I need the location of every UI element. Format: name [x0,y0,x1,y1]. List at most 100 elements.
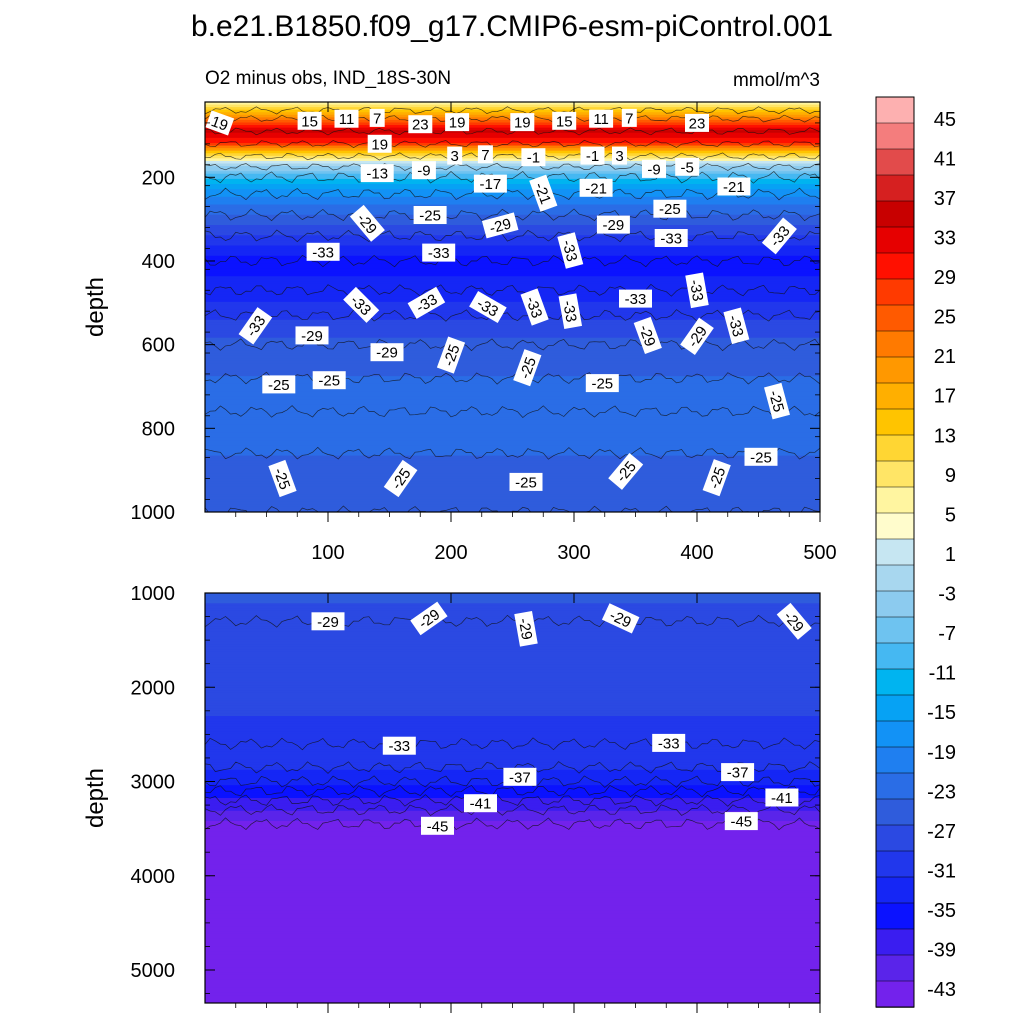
lower-field-strip [205,869,820,873]
upper-field-strip [205,368,820,372]
lower-field-strip [205,836,820,840]
colorbar-label: -7 [938,623,956,645]
upper-contour-label-text: -21 [585,180,607,197]
upper-contour-label-box [557,232,584,269]
upper-contour-label-box [558,293,583,330]
lower-field-strip [205,900,820,904]
colorbar-label: -11 [929,663,956,685]
upper-field-strip [205,171,820,175]
lower-contour-labels: -29 -29 -29 -29 -29-33 -33-37 -37-41 -41-45 -45 [311,601,812,835]
upper-field-strip [205,237,820,241]
colorbar-label: 1 [945,544,956,566]
upper-contour-label-text: -25 [270,466,293,492]
lower-contour-label-text: -33 [658,735,680,752]
colorbar-swatch [875,564,915,592]
upper-contour-label-box [529,174,558,212]
lower-field-strip [205,621,820,625]
upper-field-strip [205,166,820,170]
upper-contour-label-text: -25 [318,373,340,390]
upper-contour-label-text: 7 [625,110,633,127]
upper-field-strip [205,155,820,159]
lower-field-strip [205,654,820,658]
lower-field-strip [205,964,820,968]
lower-contour-label: -33 [652,733,686,752]
lower-field-strip [205,644,820,648]
lower-contour-label: -41 [464,794,497,813]
lower-field-strip [205,605,820,609]
upper-contour-label-box [510,113,535,132]
lower-field-strip [205,882,820,886]
upper-field-strip [205,322,820,326]
colorbar-label: 17 [934,386,956,408]
lower-field-strip [205,923,820,927]
lower-field-strip [205,593,820,597]
upper-contour-label-text: -13 [366,166,388,183]
lower-contour-label-box [514,610,538,647]
lower-field-strip [205,826,820,830]
upper-contour-label-text: -17 [480,176,502,193]
upper-contour-label: 23 [408,115,433,134]
upper-field-strip [205,314,820,318]
upper-x-tick-label: 200 [434,542,467,564]
lower-y-axis-label: depth [82,768,109,828]
upper-contour-label-text: -25 [765,389,787,414]
lower-contour-label: -45 [724,812,758,831]
upper-contour-label: 11 [334,109,359,128]
upper-field-strip [205,437,820,441]
upper-contour-label-box [422,243,456,262]
upper-field-strip [205,468,820,472]
upper-contour-label-text: -29 [488,215,513,237]
lower-field-strip [205,905,820,909]
colorbar-label: 9 [945,465,956,487]
upper-field-strip [205,504,820,508]
lower-field-strip [205,690,820,694]
upper-field-strip [205,299,820,303]
lower-field-strip [205,990,820,994]
upper-field-strip [205,181,820,185]
lower-field-strip [205,698,820,702]
upper-contour-label: 15 [297,111,322,130]
colorbar-swatch [875,512,915,540]
colorbar-label: 13 [934,425,956,447]
upper-field-strip [205,378,820,382]
upper-contour-label: -25 [744,447,778,466]
lower-contour-label: -45 [421,816,454,835]
colorbar-label: -35 [927,900,956,922]
upper-contour-label-box [589,109,614,128]
upper-y-tick-label: 400 [142,251,175,273]
upper-field-strip [205,501,820,505]
lower-field-strip [205,864,820,868]
upper-field-strip [205,248,820,252]
lower-field-strip [205,723,820,727]
lower-field-strip [205,667,820,671]
upper-field-strip [205,365,820,370]
colorbar-swatch [875,148,915,176]
lower-field-strip [205,764,820,768]
upper-field-strip [205,494,820,498]
upper-contour-label-box [349,204,385,242]
upper-field-strip [205,376,820,380]
colorbar-swatch [875,382,915,410]
upper-contour-label-box [621,108,637,127]
lower-field-strip [205,649,820,653]
upper-contour-label-box [369,108,385,127]
lower-field-strip [205,803,820,807]
lower-contour-line [205,817,820,831]
lower-field-strip [205,646,820,650]
lower-contour-label-text: -29 [317,614,339,631]
colorbar-label: -23 [927,781,956,803]
upper-field-strip [205,350,820,354]
upper-contour-label-text: 15 [556,113,573,130]
upper-contour-label-box [521,148,546,167]
lower-contour-line [205,784,820,798]
upper-contour-label: 19 [445,113,470,132]
upper-field-strip [205,447,820,452]
colorbar-swatch [875,876,915,904]
lower-y-tick-label: 4000 [131,866,176,888]
upper-contour-label: -21 [529,174,558,212]
upper-contour-label-text: -33 [724,313,746,338]
upper-x-tick-label: 400 [680,542,713,564]
lower-field-strip [205,828,820,832]
lower-field-strip [205,598,820,602]
lower-field-strip [205,595,820,599]
